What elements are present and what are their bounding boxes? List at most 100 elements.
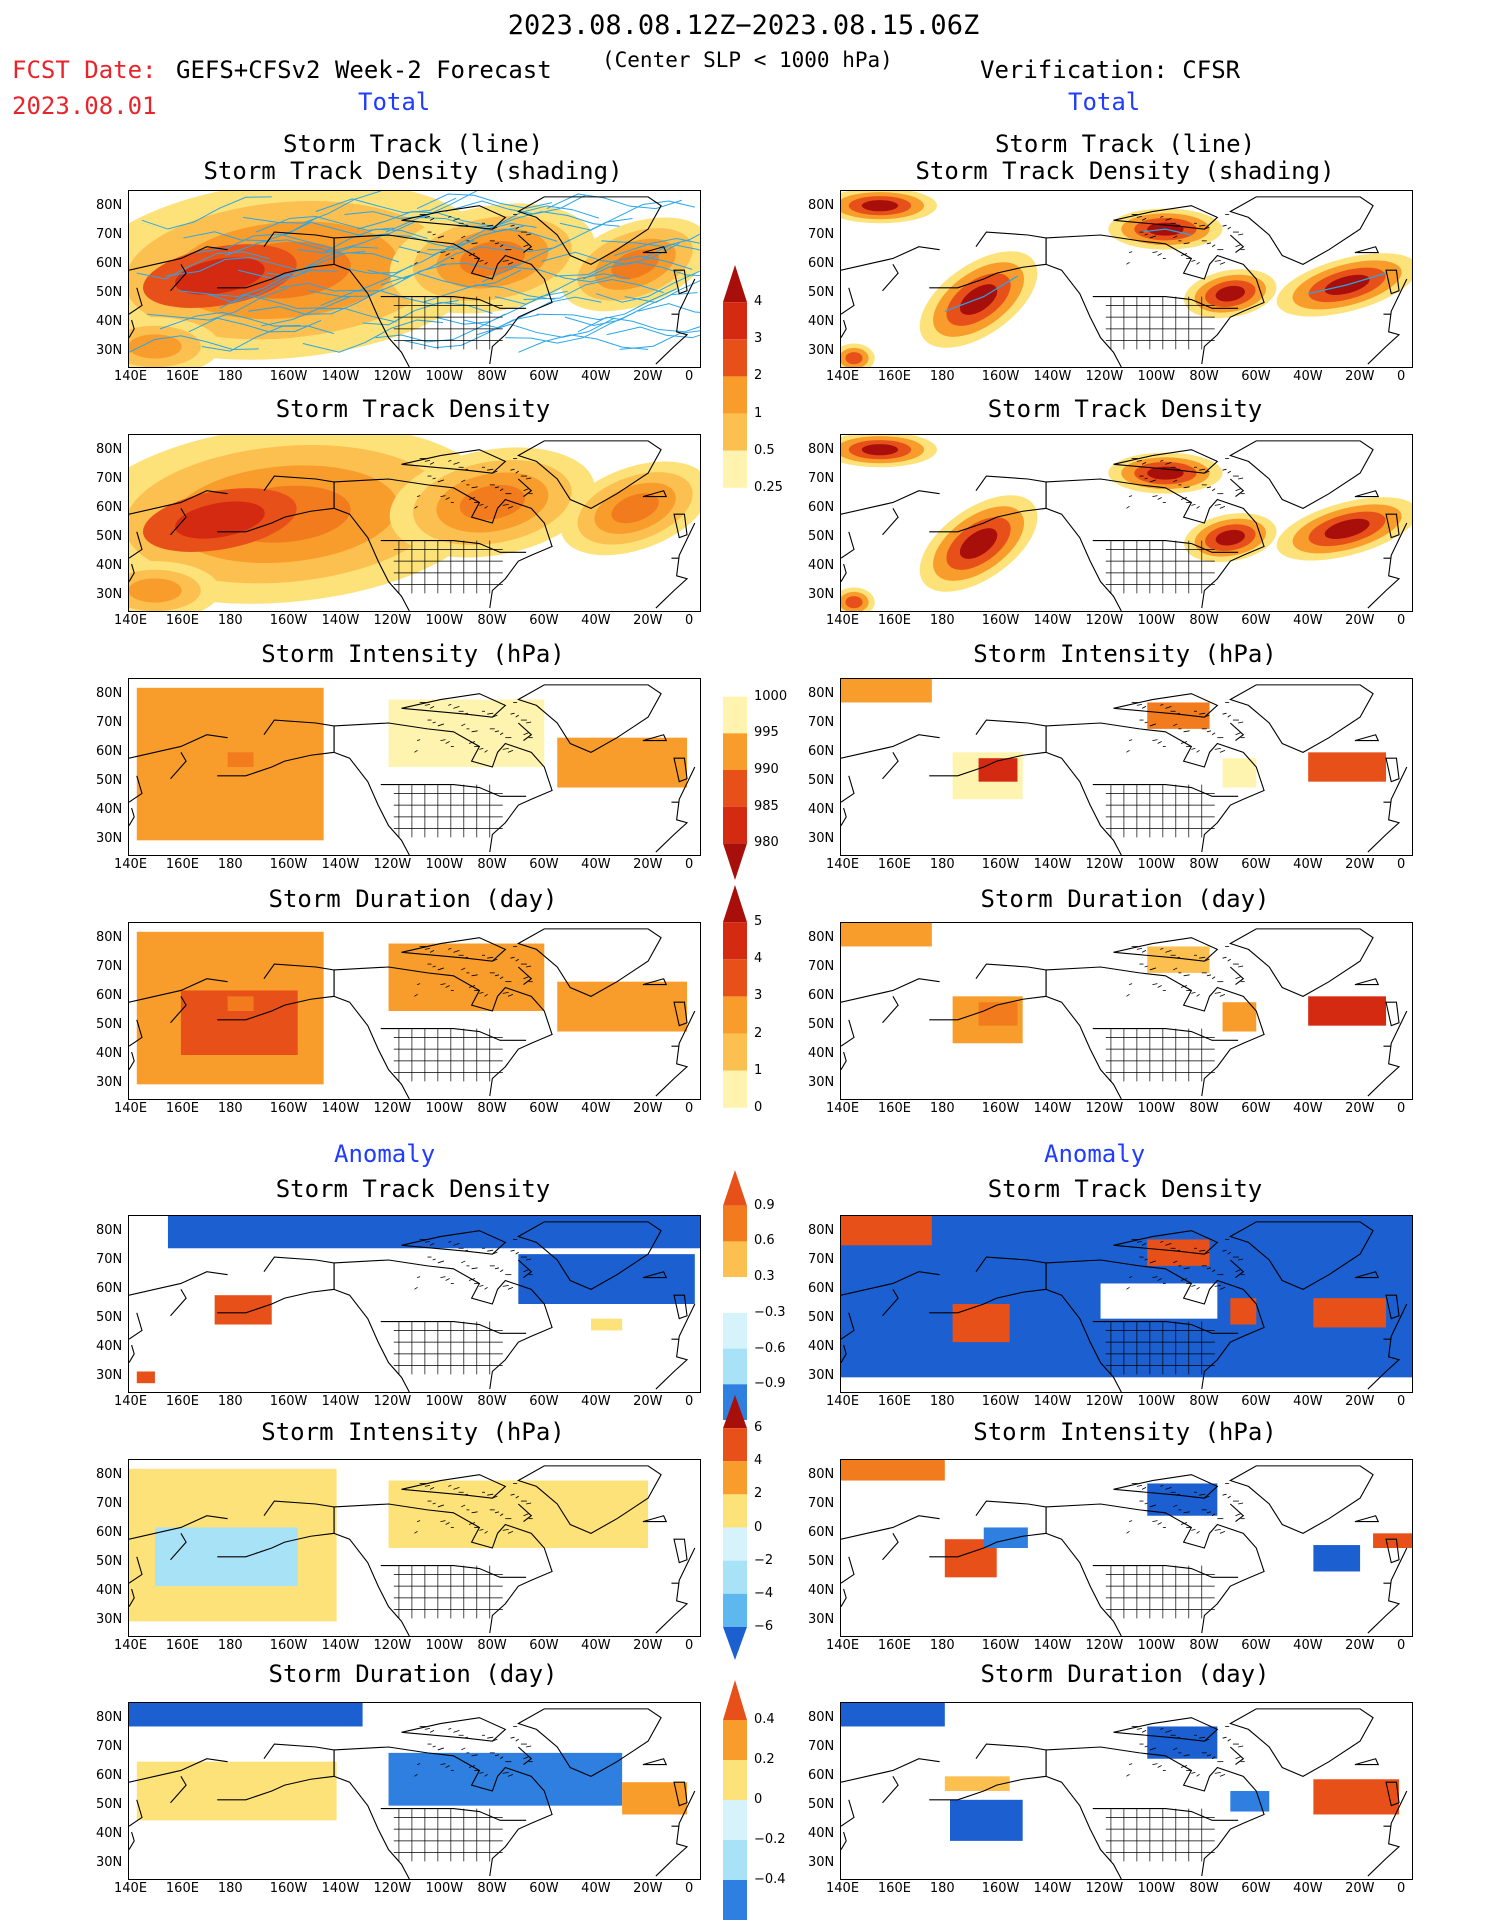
lat-tick-label: 80N bbox=[96, 930, 123, 945]
lon-tick-label: 120W bbox=[1085, 1881, 1124, 1896]
lat-tick-label: 70N bbox=[808, 1252, 835, 1267]
lon-tick-label: 140W bbox=[321, 613, 360, 628]
lon-tick-label: 140E bbox=[826, 1638, 860, 1653]
lon-tick-label: 80W bbox=[1189, 1394, 1219, 1409]
colorbar-label-duration_anom: −0.2 bbox=[754, 1832, 786, 1847]
lon-tick-label: 100W bbox=[425, 369, 464, 384]
lon-tick-label: 0 bbox=[1397, 369, 1406, 384]
lat-tick-label: 40N bbox=[808, 1046, 835, 1061]
lon-tick-label: 180 bbox=[217, 1638, 243, 1653]
lat-tick-label: 50N bbox=[96, 285, 123, 300]
lat-tick-label: 30N bbox=[808, 1612, 835, 1627]
colorbar-label-density: 2 bbox=[754, 368, 763, 384]
lon-tick-label: 120W bbox=[373, 613, 412, 628]
lat-tick-label: 50N bbox=[808, 1017, 835, 1032]
map-panel-density_anom-ver bbox=[840, 1215, 1413, 1393]
lon-tick-label: 160W bbox=[269, 613, 308, 628]
lon-tick-label: 0 bbox=[685, 1394, 694, 1409]
lat-tick-label: 50N bbox=[96, 1554, 123, 1569]
lon-tick-label: 60W bbox=[529, 1101, 559, 1116]
colorbar-density_anom bbox=[720, 1170, 750, 1424]
lon-tick-label: 0 bbox=[1397, 1101, 1406, 1116]
total-label-left: Total bbox=[358, 88, 431, 116]
colorbar-label-duration: 0 bbox=[754, 1099, 763, 1115]
lon-tick-label: 40W bbox=[581, 1394, 611, 1409]
lat-tick-label: 30N bbox=[96, 587, 123, 602]
map-panel-intensity_anom-fc bbox=[128, 1459, 701, 1637]
lon-tick-label: 60W bbox=[1241, 857, 1271, 872]
lon-tick-label: 40W bbox=[581, 1101, 611, 1116]
panel-title-intensity_anom-fc: Storm Intensity (hPa) bbox=[261, 1418, 565, 1446]
lon-tick-label: 160E bbox=[165, 369, 199, 384]
lat-tick-label: 40N bbox=[96, 1826, 123, 1841]
lon-tick-label: 60W bbox=[529, 1394, 559, 1409]
lon-tick-label: 20W bbox=[1345, 1638, 1375, 1653]
lon-tick-label: 140W bbox=[321, 857, 360, 872]
lon-tick-label: 160E bbox=[877, 369, 911, 384]
lat-tick-label: 30N bbox=[96, 343, 123, 358]
lon-tick-label: 180 bbox=[217, 857, 243, 872]
panel-title-intensity-ver: Storm Intensity (hPa) bbox=[973, 640, 1277, 668]
lon-tick-label: 40W bbox=[581, 1638, 611, 1653]
colorbar-label-intensity_anom: −2 bbox=[754, 1552, 774, 1568]
lat-tick-label: 80N bbox=[808, 930, 835, 945]
lon-tick-label: 0 bbox=[685, 369, 694, 384]
colorbar-label-density: 0.5 bbox=[754, 442, 775, 458]
lat-tick-label: 40N bbox=[808, 1826, 835, 1841]
map-panel-duration_anom-fc bbox=[128, 1702, 701, 1880]
lon-tick-label: 160E bbox=[165, 1101, 199, 1116]
colorbar-label-density_anom: 0.6 bbox=[754, 1233, 775, 1249]
lon-tick-label: 100W bbox=[1137, 369, 1176, 384]
panel-title-duration_anom-fc: Storm Duration (day) bbox=[268, 1660, 558, 1688]
lon-tick-label: 140E bbox=[114, 1394, 148, 1409]
lat-tick-label: 80N bbox=[96, 442, 123, 457]
colorbar-label-intensity: 985 bbox=[754, 798, 779, 814]
lon-tick-label: 120W bbox=[1085, 1638, 1124, 1653]
lon-tick-label: 20W bbox=[1345, 369, 1375, 384]
colorbar-label-intensity: 1000 bbox=[754, 688, 788, 704]
verification-label: Verification: CFSR bbox=[980, 56, 1241, 84]
panel-title-duration_anom-ver: Storm Duration (day) bbox=[980, 1660, 1270, 1688]
lon-tick-label: 140E bbox=[826, 1101, 860, 1116]
lon-tick-label: 40W bbox=[1293, 613, 1323, 628]
lat-tick-label: 30N bbox=[96, 1075, 123, 1090]
lon-tick-label: 120W bbox=[373, 857, 412, 872]
lat-tick-label: 30N bbox=[808, 1368, 835, 1383]
lat-tick-label: 40N bbox=[96, 802, 123, 817]
colorbar-label-density: 3 bbox=[754, 331, 763, 347]
lat-tick-label: 80N bbox=[96, 198, 123, 213]
lat-tick-label: 80N bbox=[808, 442, 835, 457]
lon-tick-label: 160E bbox=[165, 1394, 199, 1409]
panel-title-intensity_anom-ver: Storm Intensity (hPa) bbox=[973, 1418, 1277, 1446]
colorbar-label-density_anom: −0.6 bbox=[754, 1340, 786, 1356]
lon-tick-label: 140W bbox=[1033, 1394, 1072, 1409]
lon-tick-label: 80W bbox=[477, 613, 507, 628]
lat-tick-label: 40N bbox=[808, 314, 835, 329]
lat-tick-label: 60N bbox=[808, 1525, 835, 1540]
lon-tick-label: 120W bbox=[373, 369, 412, 384]
lon-tick-label: 180 bbox=[929, 613, 955, 628]
lon-tick-label: 40W bbox=[1293, 1101, 1323, 1116]
lon-tick-label: 40W bbox=[1293, 1638, 1323, 1653]
lon-tick-label: 140W bbox=[1033, 613, 1072, 628]
lon-tick-label: 0 bbox=[685, 1638, 694, 1653]
lat-tick-label: 60N bbox=[808, 988, 835, 1003]
lat-tick-label: 70N bbox=[96, 1739, 123, 1754]
lon-tick-label: 80W bbox=[1189, 1881, 1219, 1896]
lon-tick-label: 160E bbox=[877, 857, 911, 872]
lat-tick-label: 50N bbox=[96, 1310, 123, 1325]
lon-tick-label: 20W bbox=[1345, 1881, 1375, 1896]
lon-tick-label: 160W bbox=[269, 1101, 308, 1116]
panel-title-density-fc: Storm Track Density bbox=[275, 395, 551, 423]
lon-tick-label: 160E bbox=[877, 613, 911, 628]
lon-tick-label: 60W bbox=[1241, 613, 1271, 628]
lat-tick-label: 50N bbox=[808, 1554, 835, 1569]
lat-tick-label: 80N bbox=[808, 198, 835, 213]
lat-tick-label: 30N bbox=[96, 831, 123, 846]
lon-tick-label: 60W bbox=[1241, 1394, 1271, 1409]
map-panel-track-fc bbox=[128, 190, 701, 368]
lon-tick-label: 160W bbox=[981, 857, 1020, 872]
lat-tick-label: 60N bbox=[96, 1768, 123, 1783]
colorbar-label-duration: 3 bbox=[754, 988, 763, 1004]
map-panel-intensity-fc bbox=[128, 678, 701, 856]
